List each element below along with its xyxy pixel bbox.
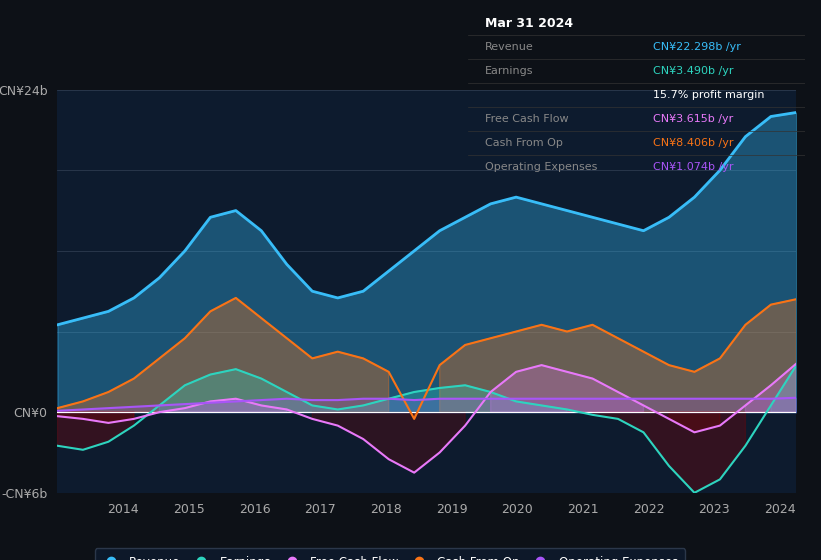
Text: 15.7% profit margin: 15.7% profit margin	[654, 90, 764, 100]
Text: CN¥8.406b /yr: CN¥8.406b /yr	[654, 138, 734, 148]
Text: Earnings: Earnings	[484, 66, 534, 76]
Text: Mar 31 2024: Mar 31 2024	[484, 17, 573, 30]
Text: Revenue: Revenue	[484, 42, 534, 52]
Text: Operating Expenses: Operating Expenses	[484, 162, 597, 172]
Legend: Revenue, Earnings, Free Cash Flow, Cash From Op, Operating Expenses: Revenue, Earnings, Free Cash Flow, Cash …	[95, 548, 685, 560]
Text: Cash From Op: Cash From Op	[484, 138, 562, 148]
Text: CN¥3.615b /yr: CN¥3.615b /yr	[654, 114, 733, 124]
Text: CN¥1.074b /yr: CN¥1.074b /yr	[654, 162, 734, 172]
Text: CN¥3.490b /yr: CN¥3.490b /yr	[654, 66, 734, 76]
Text: CN¥22.298b /yr: CN¥22.298b /yr	[654, 42, 741, 52]
Text: Free Cash Flow: Free Cash Flow	[484, 114, 568, 124]
